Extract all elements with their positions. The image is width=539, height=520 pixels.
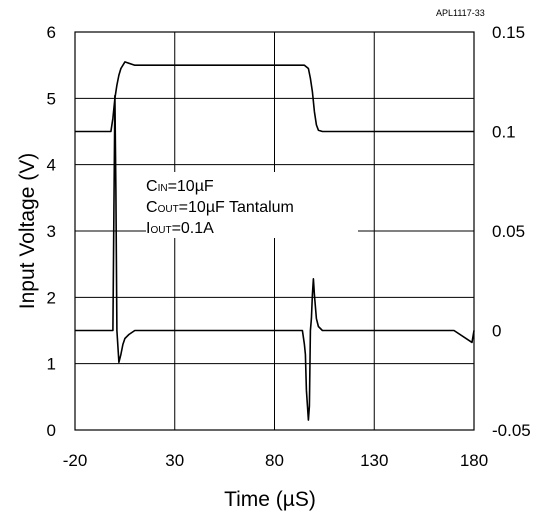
y-tick-label: 6 [47,23,56,42]
series-group [75,61,475,421]
x-tick-label: -20 [63,451,88,470]
tick-labels: -20 30 80 130 180 0 1 2 3 4 5 6 -0.05 0 0.05 0.1 0.15 [47,23,531,470]
x-tick-label: 80 [265,451,284,470]
annotation-box: CIN=10µF COUT=10µF Tantalum IOUT=0.1A [146,172,358,238]
y2-tick-label: 0 [492,322,501,341]
x-tick-label: 130 [360,451,388,470]
y-tick-label: 2 [47,288,56,307]
annotation-cin: CIN=10µF [146,178,214,195]
y-axis-label: Input Voltage (V) [16,153,39,309]
output-voltage-trace [75,94,475,421]
plot-frame [74,31,475,431]
annotation-iout: IOUT=0.1A [146,220,214,237]
y-tick-label: 5 [47,89,56,108]
input-voltage-trace [75,61,474,133]
y-tick-label: 0 [47,421,56,440]
x-tick-label: 30 [165,451,184,470]
y-tick-label: 3 [47,222,56,241]
annotation-cout: COUT=10µF Tantalum [146,199,294,216]
y-tick-label: 4 [47,156,56,175]
figure-id: APL1117-33 [436,8,485,18]
x-axis-label: Time (µS) [224,488,316,511]
y2-tick-label: 0.15 [492,23,525,42]
y2-tick-label: -0.05 [492,421,531,440]
y2-tick-label: 0.05 [492,222,525,241]
x-tick-label: 180 [460,451,488,470]
y-tick-label: 1 [47,355,56,374]
y2-tick-label: 0.1 [492,123,516,142]
annotation-background [146,172,358,238]
